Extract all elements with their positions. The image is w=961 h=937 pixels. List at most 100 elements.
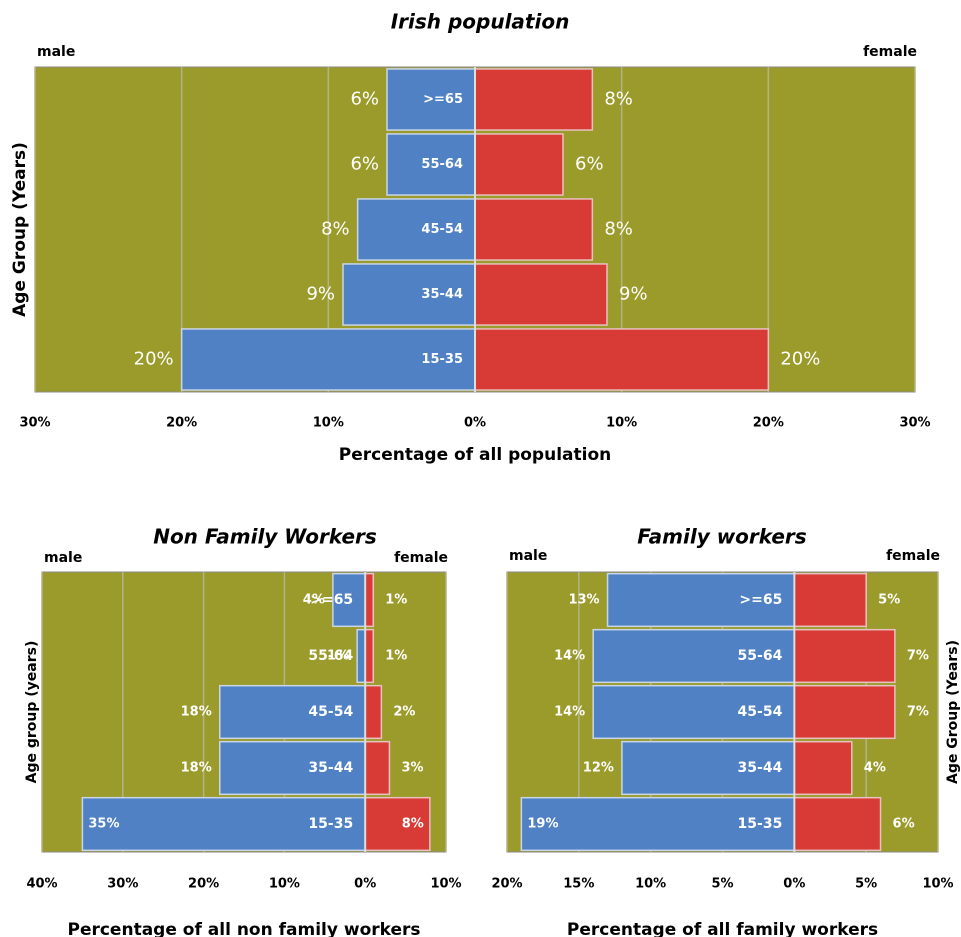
bar-male (342, 263, 476, 326)
value-label: 9% (306, 284, 335, 305)
bar-female (364, 628, 375, 684)
bar-male (386, 133, 476, 196)
x-tick-label: 0% (354, 877, 376, 892)
bar-male (606, 572, 796, 628)
x-tick-label: 20% (166, 416, 197, 431)
value-label: 8% (604, 89, 633, 110)
category-label: 35-44 (421, 287, 463, 302)
x-tick-label: 40% (26, 877, 57, 892)
category-label: 45-54 (738, 704, 783, 720)
chart-title: Family workers (637, 525, 807, 549)
chart-title: Irish population (391, 10, 570, 34)
value-label: 12% (583, 761, 614, 776)
bar-female (364, 684, 383, 740)
x-tick-label: 5% (711, 877, 733, 892)
value-label: 4% (864, 761, 886, 776)
value-label: 20% (134, 349, 174, 370)
bar-male (332, 572, 366, 628)
value-label: 14% (554, 649, 585, 664)
y-axis-title: Age group (years) (24, 641, 40, 784)
bar-female (364, 740, 391, 796)
bar-female (793, 796, 882, 852)
value-label: 9% (619, 284, 648, 305)
bar-male (219, 740, 366, 796)
category-label: 55-64 (738, 648, 783, 664)
category-label: >=65 (423, 92, 463, 107)
legend-male: male (44, 550, 82, 566)
value-label: 6% (350, 89, 379, 110)
bar-female (474, 263, 608, 326)
x-tick-label: 20% (753, 416, 784, 431)
value-label: 7% (907, 705, 929, 720)
x-tick-label: 10% (313, 416, 344, 431)
x-axis-title: Percentage of all non family workers (67, 920, 420, 937)
legend-female: female (886, 548, 940, 564)
x-tick-label: 15% (563, 877, 594, 892)
x-tick-label: 5% (855, 877, 877, 892)
x-tick-label: 30% (107, 877, 138, 892)
value-label: 6% (893, 817, 915, 832)
bar-female (474, 133, 564, 196)
legend-female: female (394, 550, 448, 566)
x-tick-label: 20% (491, 877, 522, 892)
y-axis-title: Age Group (Years) (10, 142, 30, 317)
bar-male (219, 684, 366, 740)
x-tick-label: 10% (269, 877, 300, 892)
value-label: 8% (321, 219, 350, 240)
x-axis-title: Percentage of all population (339, 445, 612, 465)
bar-male (592, 628, 796, 684)
bar-female (474, 68, 594, 131)
bar-male (520, 796, 796, 852)
x-tick-label: 10% (606, 416, 637, 431)
value-label: 18% (181, 705, 212, 720)
bar-female (793, 684, 896, 740)
value-label: 1% (327, 649, 349, 664)
bar-female (364, 572, 375, 628)
category-label: 45-54 (308, 704, 353, 720)
bar-male (180, 328, 476, 391)
bar-male (386, 68, 476, 131)
value-label: 7% (907, 649, 929, 664)
legend-female: female (863, 44, 917, 60)
value-label: 6% (350, 154, 379, 175)
value-label: 2% (393, 705, 415, 720)
category-label: 55-64 (421, 157, 463, 172)
bar-male (356, 198, 476, 261)
value-label: 4% (303, 593, 325, 608)
category-label: 15-35 (308, 816, 353, 832)
bar-female (474, 328, 770, 391)
y-axis-title: Age Group (Years) (945, 640, 961, 784)
bar-female (793, 740, 853, 796)
category-label: 15-35 (738, 816, 783, 832)
value-label: 13% (568, 593, 599, 608)
legend-male: male (509, 548, 547, 564)
category-label: 55-64 (308, 648, 353, 664)
x-tick-label: 0% (783, 877, 805, 892)
category-label: 35-44 (738, 760, 783, 776)
value-label: 8% (604, 219, 633, 240)
chart-title: Non Family Workers (153, 525, 377, 549)
value-label: 1% (385, 593, 407, 608)
value-label: 3% (401, 761, 423, 776)
value-label: 6% (575, 154, 604, 175)
bar-female (793, 628, 896, 684)
x-tick-label: 20% (188, 877, 219, 892)
category-label: 15-35 (421, 352, 463, 367)
value-label: 19% (527, 817, 558, 832)
category-label: >=65 (310, 592, 353, 608)
value-label: 5% (878, 593, 900, 608)
value-label: 8% (402, 817, 424, 832)
x-axis-title: Percentage of all family workers (567, 920, 878, 937)
x-tick-label: 30% (899, 416, 930, 431)
value-label: 35% (88, 817, 119, 832)
bar-female (793, 572, 867, 628)
value-label: 1% (385, 649, 407, 664)
category-label: >=65 (739, 592, 782, 608)
bar-female (474, 198, 594, 261)
category-label: 45-54 (421, 222, 463, 237)
legend-male: male (37, 44, 75, 60)
bar-male (356, 628, 366, 684)
x-tick-label: 30% (19, 416, 50, 431)
value-label: 20% (780, 349, 820, 370)
